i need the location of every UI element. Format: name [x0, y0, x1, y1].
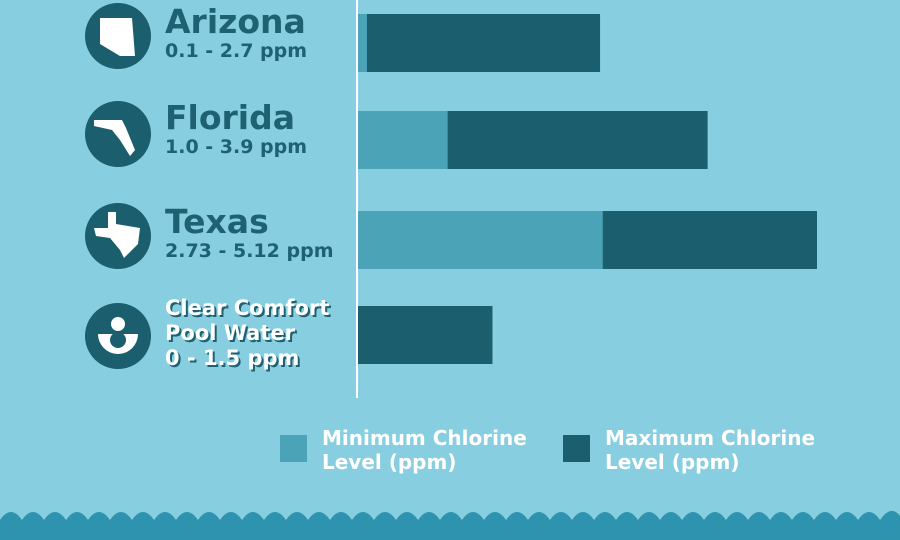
category-label: Texas 2.73 - 5.12 ppm	[165, 202, 365, 263]
icon-shape	[111, 317, 125, 331]
range-label: 0.1 - 2.7 ppm	[165, 40, 308, 62]
legend-label: Minimum Chlorine Level (ppm)	[322, 426, 562, 474]
bar	[358, 211, 603, 269]
legend-label: Maximum Chlorine Level (ppm)	[605, 426, 845, 474]
category-label: Florida 1.0 - 3.9 ppm	[165, 98, 365, 159]
range-label: 0 - 1.5 ppm	[165, 346, 300, 370]
legend-swatch	[280, 435, 307, 462]
category-name: Arizona	[165, 2, 306, 41]
range-label: 2.73 - 5.12 ppm	[165, 240, 334, 262]
category-name: Texas	[165, 202, 269, 241]
category-name: Clear Comfort Pool Water	[165, 296, 330, 345]
bar	[358, 14, 601, 72]
category-label: Arizona 0.1 - 2.7 ppm	[165, 2, 365, 63]
icon-shape	[94, 120, 135, 156]
icon-shape	[100, 18, 135, 56]
legend-text: Minimum Chlorine Level (ppm)	[322, 426, 527, 474]
category-label: Clear Comfort Pool Water 0 - 1.5 ppm	[165, 296, 355, 371]
icon-shape	[110, 332, 126, 348]
bar	[358, 14, 367, 72]
category-name: Florida	[165, 98, 296, 137]
wave	[0, 510, 900, 540]
bar	[358, 111, 448, 169]
legend-text: Maximum Chlorine Level (ppm)	[605, 426, 816, 474]
range-label: 1.0 - 3.9 ppm	[165, 136, 308, 158]
icon-shape	[94, 212, 140, 258]
legend-swatch	[563, 435, 590, 462]
bar	[358, 306, 493, 364]
icons	[85, 3, 151, 369]
